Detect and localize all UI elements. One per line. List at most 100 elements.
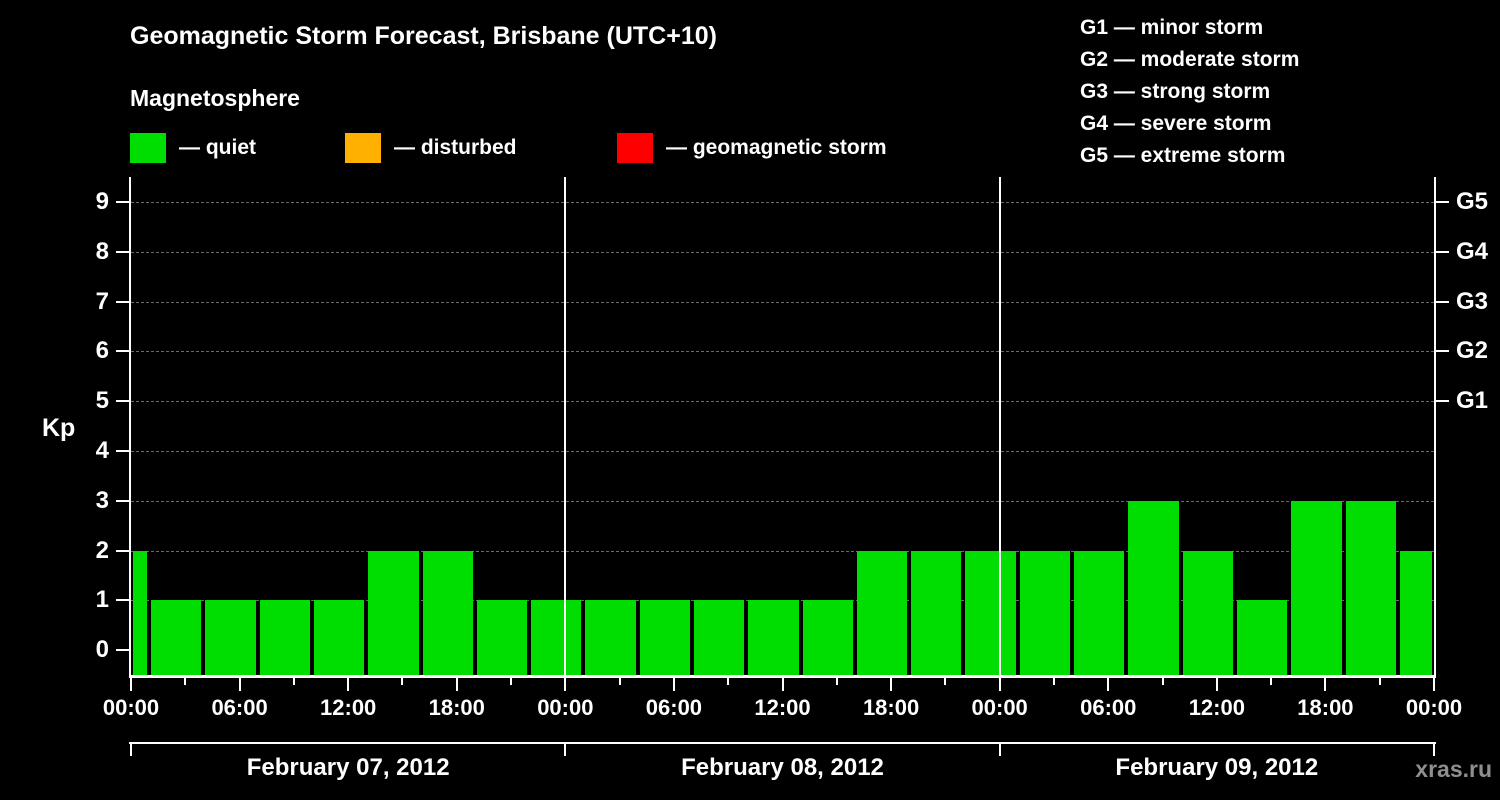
date-axis-tick bbox=[564, 742, 567, 756]
legend-item-disturbed: — disturbed bbox=[345, 133, 517, 163]
x-axis-tick bbox=[944, 678, 947, 685]
gridline bbox=[131, 201, 1434, 203]
x-axis-tick-label: 12:00 bbox=[1188, 695, 1245, 720]
kp-bar bbox=[639, 600, 690, 675]
legend-label-quiet: — quiet bbox=[179, 136, 256, 159]
y-axis-tick-label: 3 bbox=[95, 486, 109, 514]
y-axis-tick-label: 6 bbox=[95, 337, 109, 365]
y-axis-tick-label: 2 bbox=[95, 536, 109, 564]
page-title: Geomagnetic Storm Forecast, Brisbane (UT… bbox=[130, 22, 717, 50]
date-axis-tick bbox=[1433, 742, 1435, 756]
gridline bbox=[131, 500, 1434, 502]
y-axis-tick-label: 1 bbox=[95, 586, 109, 614]
kp-bar bbox=[1019, 550, 1071, 675]
y-axis-tick bbox=[116, 599, 129, 602]
x-axis-tick bbox=[238, 678, 241, 691]
gridline bbox=[131, 401, 1434, 403]
right-axis-tick bbox=[1436, 400, 1449, 403]
x-axis-tick-label: 00:00 bbox=[971, 695, 1028, 720]
x-axis-tick bbox=[727, 678, 730, 685]
y-axis-tick bbox=[116, 350, 129, 353]
storm-level-label: G5 bbox=[1456, 187, 1489, 215]
gridline bbox=[131, 251, 1434, 253]
right-axis-line bbox=[1434, 177, 1436, 677]
storm-level-label: G1 bbox=[1456, 387, 1489, 415]
date-axis-tick bbox=[130, 742, 132, 756]
legend-item-quiet: — quiet bbox=[130, 133, 256, 163]
y-axis-tick bbox=[116, 200, 129, 203]
legend-label-disturbed: — disturbed bbox=[394, 136, 517, 159]
date-label: February 08, 2012 bbox=[681, 754, 884, 781]
x-axis-tick bbox=[130, 678, 132, 691]
storm-scale-entry-g2: G2 — moderate storm bbox=[1080, 48, 1300, 71]
x-axis-tick bbox=[618, 678, 621, 685]
kp-bar bbox=[694, 600, 745, 675]
kp-bar bbox=[1074, 550, 1125, 675]
gridline bbox=[131, 550, 1434, 552]
kp-bar bbox=[585, 600, 636, 675]
x-axis-tick-label: 06:00 bbox=[645, 695, 703, 720]
storm-color-swatch bbox=[617, 133, 653, 163]
x-axis-tick bbox=[1107, 678, 1110, 691]
x-axis-tick bbox=[510, 678, 513, 685]
x-axis-tick-label: 06:00 bbox=[1080, 695, 1137, 720]
kp-bar bbox=[802, 600, 853, 675]
storm-scale-legend: G1 — minor storm G2 — moderate storm G3 … bbox=[1080, 12, 1299, 172]
x-axis-tick bbox=[890, 678, 893, 691]
kp-bar bbox=[368, 550, 419, 675]
y-axis-title: Kp bbox=[42, 414, 76, 442]
day-boundary-line bbox=[564, 177, 567, 675]
x-axis-tick-label: 00:00 bbox=[102, 695, 160, 720]
right-axis-tick bbox=[1436, 250, 1449, 253]
x-axis-tick bbox=[184, 678, 187, 685]
day-boundary-line bbox=[998, 177, 1001, 675]
right-axis-tick bbox=[1436, 350, 1449, 353]
quiet-color-swatch bbox=[130, 133, 166, 163]
kp-bar bbox=[531, 600, 582, 675]
x-axis-tick bbox=[1215, 678, 1218, 691]
x-axis-tick bbox=[455, 678, 458, 691]
x-axis-tick-label: 18:00 bbox=[428, 695, 485, 720]
kp-bar bbox=[856, 550, 908, 675]
x-axis-tick-label: 18:00 bbox=[862, 695, 920, 720]
y-axis-tick-label: 9 bbox=[95, 187, 109, 215]
gridline bbox=[131, 351, 1434, 353]
storm-level-label: G2 bbox=[1456, 337, 1489, 365]
kp-bar bbox=[1399, 550, 1432, 675]
y-axis-tick bbox=[116, 449, 129, 452]
x-axis-tick-label: 06:00 bbox=[211, 695, 268, 720]
kp-bar bbox=[1291, 500, 1342, 675]
kp-bar bbox=[1182, 550, 1233, 675]
x-axis-tick bbox=[401, 678, 404, 685]
disturbed-color-swatch bbox=[345, 133, 381, 163]
storm-level-label: G3 bbox=[1456, 287, 1489, 315]
y-axis-tick-label: 0 bbox=[95, 636, 109, 664]
right-axis-tick bbox=[1436, 200, 1449, 203]
kp-bar bbox=[133, 550, 148, 675]
y-axis-tick-label: 5 bbox=[95, 387, 109, 415]
storm-scale-entry-g4: G4 — severe storm bbox=[1080, 112, 1272, 135]
kp-bar bbox=[965, 550, 1016, 675]
storm-level-label: G4 bbox=[1456, 237, 1489, 265]
kp-bar bbox=[422, 550, 473, 675]
y-axis-tick bbox=[116, 549, 129, 552]
storm-scale-entry-g1: G1 — minor storm bbox=[1080, 16, 1264, 39]
y-axis-tick-label: 7 bbox=[95, 287, 109, 315]
x-axis-tick bbox=[998, 678, 1001, 691]
gridline bbox=[131, 301, 1434, 303]
x-axis-tick bbox=[1378, 678, 1381, 685]
kp-bar bbox=[1128, 500, 1179, 675]
chart-subtitle: Magnetosphere bbox=[130, 85, 300, 111]
kp-bar bbox=[259, 600, 310, 675]
x-axis-tick-label: 12:00 bbox=[754, 695, 811, 720]
kp-bar bbox=[476, 600, 528, 675]
x-axis-tick-label: 18:00 bbox=[1297, 695, 1354, 720]
y-axis-tick bbox=[116, 250, 129, 253]
x-axis-tick bbox=[672, 678, 675, 691]
kp-bar bbox=[205, 600, 256, 675]
storm-scale-entry-g3: G3 — strong storm bbox=[1080, 80, 1271, 103]
right-axis-tick bbox=[1436, 300, 1449, 303]
x-axis-tick-label: 00:00 bbox=[1405, 695, 1463, 720]
x-axis-tick bbox=[564, 678, 567, 691]
